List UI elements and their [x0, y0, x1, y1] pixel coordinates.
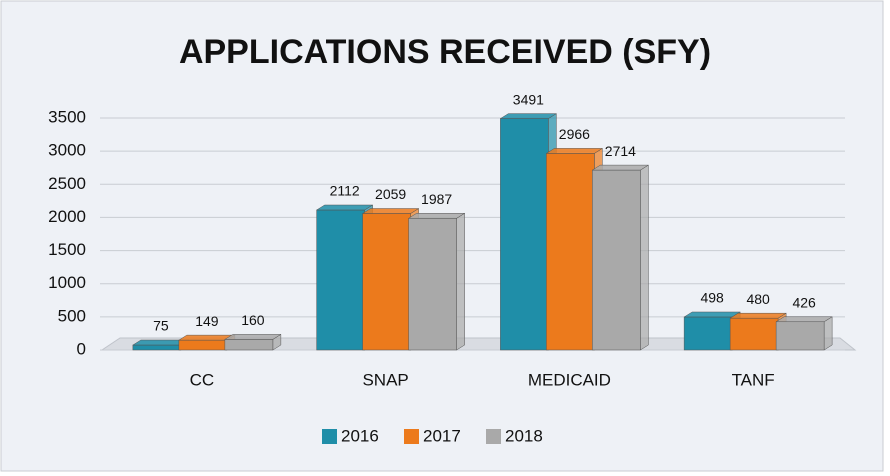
legend-swatch: [404, 429, 419, 444]
bar: [362, 213, 411, 351]
bar-side: [640, 164, 649, 351]
data-label: 160: [241, 312, 265, 328]
data-label: 2966: [559, 126, 590, 142]
y-tick-label: 2000: [48, 207, 86, 226]
bar-side: [823, 316, 833, 351]
data-label: 2112: [330, 183, 360, 199]
data-label: 2059: [375, 186, 406, 202]
x-tick-label: CC: [190, 370, 215, 389]
x-tick-label: SNAP: [362, 370, 408, 389]
bar-top: [683, 311, 741, 318]
bar: [683, 316, 733, 351]
y-tick-label: 1500: [48, 240, 86, 259]
bar: [729, 317, 779, 351]
bar: [224, 339, 274, 351]
bar: [775, 321, 825, 351]
bar-top: [591, 164, 650, 171]
legend-label: 2016: [341, 426, 379, 445]
y-tick-label: 500: [58, 306, 86, 325]
bar-top: [775, 316, 833, 323]
legend-label: 2017: [423, 426, 461, 445]
bar: [132, 344, 182, 351]
bar-top: [361, 208, 420, 214]
y-tick-label: 3000: [48, 141, 86, 160]
data-label: 498: [700, 290, 724, 306]
data-label: 75: [153, 318, 169, 334]
legend-label: 2018: [505, 426, 543, 445]
y-tick-label: 0: [77, 339, 86, 358]
y-tick-label: 1000: [48, 273, 86, 292]
chart-title: APPLICATIONS RECEIVED (SFY): [179, 33, 711, 71]
x-tick-label: MEDICAID: [528, 370, 611, 389]
bar: [316, 209, 365, 351]
data-label: 1987: [421, 191, 452, 207]
x-tick-label: TANF: [732, 370, 775, 389]
bar-top: [315, 204, 374, 211]
data-label: 3491: [513, 91, 544, 107]
bar: [592, 169, 641, 351]
bar-top: [499, 113, 558, 119]
bar-top: [224, 334, 282, 340]
bar-top: [729, 312, 787, 319]
data-label: 426: [792, 294, 816, 310]
data-label: 480: [746, 291, 770, 307]
bar: [408, 218, 457, 351]
bar: [546, 153, 595, 351]
legend-swatch: [486, 429, 501, 444]
legend-swatch: [322, 429, 337, 444]
bar-top: [407, 213, 466, 219]
data-label: 2714: [605, 143, 636, 159]
bar: [500, 118, 549, 351]
bar: [178, 339, 228, 351]
bar-side: [456, 212, 465, 351]
bar-top: [545, 148, 604, 154]
data-label: 149: [195, 313, 219, 329]
y-tick-label: 3500: [48, 107, 86, 126]
y-tick-label: 2500: [48, 174, 86, 193]
